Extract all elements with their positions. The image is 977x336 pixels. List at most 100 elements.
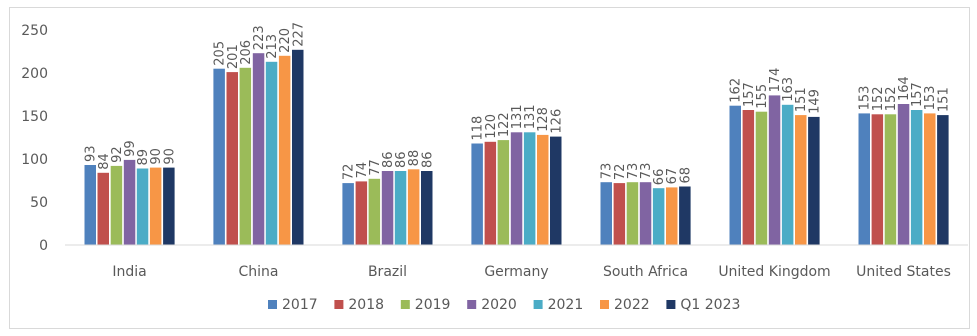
data-labels: 9384929989909020520120622321322022772747… xyxy=(84,22,952,185)
legend-label-2018: 2018 xyxy=(348,297,384,313)
bar-india-2018 xyxy=(97,172,109,245)
bar-india-2020 xyxy=(123,159,136,245)
data-label-india-2018: 84 xyxy=(97,153,112,170)
legend-label-2022: 2022 xyxy=(614,297,650,313)
x-axis: India China Brazil Germany South Africa Unite… xyxy=(65,244,968,280)
data-label-brazil-2019: 77 xyxy=(368,159,383,176)
data-label-germany-2017: 118 xyxy=(471,116,486,141)
chart-frame xyxy=(9,7,970,329)
bar-brazil-2020 xyxy=(381,171,394,245)
bar-brazil-2018 xyxy=(355,181,368,245)
bar-united-states-2017 xyxy=(858,113,870,246)
bar-india-2021 xyxy=(136,168,149,245)
bar-united-kingdom-q1-2023 xyxy=(808,116,820,246)
data-label-germany-2022: 128 xyxy=(536,107,551,132)
data-label-germany-2019: 122 xyxy=(497,112,512,137)
legend-swatch-2018 xyxy=(334,300,344,309)
y-tick-label-200: 200 xyxy=(21,66,48,82)
bar-brazil-2022 xyxy=(407,169,420,245)
bar-united-states-2022 xyxy=(924,113,936,246)
data-label-china-2017: 205 xyxy=(213,41,228,66)
x-category-label-germany: Germany xyxy=(484,264,548,280)
data-label-south-africa-2019: 73 xyxy=(626,163,641,180)
bar-china-2021 xyxy=(265,61,278,245)
bar-brazil-2017 xyxy=(342,183,354,245)
data-label-united-kingdom-2017: 162 xyxy=(729,78,744,103)
data-label-germany-2018: 120 xyxy=(484,114,499,139)
data-label-india-2019: 92 xyxy=(110,146,125,163)
legend-swatch-2021 xyxy=(533,300,543,309)
data-label-china-2020: 223 xyxy=(252,25,267,50)
bar-united-kingdom-2020 xyxy=(768,95,781,246)
legend-swatch-2022 xyxy=(600,300,609,309)
data-label-south-africa-2022: 67 xyxy=(665,168,680,185)
bar-india-2022 xyxy=(149,167,162,245)
y-tick-label-0: 0 xyxy=(39,238,48,254)
legend-label-2020: 2020 xyxy=(481,297,517,313)
data-label-brazil-2021: 86 xyxy=(394,151,409,168)
bar-united-kingdom-2021 xyxy=(781,104,794,245)
bar-germany-2018 xyxy=(484,141,497,245)
bar-germany-2021 xyxy=(523,132,536,245)
bar-south-africa-q1-2023 xyxy=(679,186,691,245)
data-label-south-africa-q1-2023: 68 xyxy=(678,167,693,184)
bar-india-q1-2023 xyxy=(163,167,175,245)
data-label-brazil-q1-2023: 86 xyxy=(420,151,435,168)
data-label-germany-2020: 131 xyxy=(510,104,525,129)
data-label-china-2019: 206 xyxy=(239,40,254,65)
data-label-united-states-2017: 153 xyxy=(858,86,873,111)
data-label-china-2021: 213 xyxy=(265,34,280,59)
data-label-brazil-2022: 88 xyxy=(407,150,422,167)
legend-label-2021: 2021 xyxy=(548,297,584,313)
bar-united-states-2021 xyxy=(910,110,923,245)
bar-china-q1-2023 xyxy=(292,49,304,245)
bar-germany-2017 xyxy=(471,143,483,245)
bar-germany-2019 xyxy=(497,140,510,245)
bar-brazil-2021 xyxy=(394,171,407,245)
data-label-united-kingdom-2020: 174 xyxy=(768,68,783,93)
bar-united-kingdom-2017 xyxy=(729,105,741,245)
data-label-united-states-q1-2023: 151 xyxy=(936,87,951,112)
x-category-label-united-states: United States xyxy=(856,264,951,280)
x-category-label-china: China xyxy=(239,264,279,280)
legend-swatch-2019 xyxy=(400,300,410,309)
bar-united-kingdom-2019 xyxy=(755,111,768,245)
data-label-brazil-2020: 86 xyxy=(381,151,396,168)
data-label-united-states-2020: 164 xyxy=(897,76,912,101)
bar-united-kingdom-2022 xyxy=(795,115,807,245)
bar-brazil-2019 xyxy=(368,178,381,245)
data-label-china-2018: 201 xyxy=(226,44,241,69)
y-tick-label-150: 150 xyxy=(21,109,48,125)
legend-swatch-q1-2023 xyxy=(666,300,676,309)
data-label-india-2022: 90 xyxy=(149,148,164,165)
y-tick-label-250: 250 xyxy=(21,23,48,39)
data-label-south-africa-2020: 73 xyxy=(639,163,654,180)
x-category-label-south-africa: South Africa xyxy=(603,264,688,280)
data-label-south-africa-2018: 72 xyxy=(613,164,628,181)
x-category-label-brazil: Brazil xyxy=(368,264,407,280)
x-category-label-india: India xyxy=(112,264,146,280)
bar-india-2019 xyxy=(110,165,123,245)
legend-swatch-2020 xyxy=(467,300,477,309)
data-label-brazil-2017: 72 xyxy=(342,164,357,181)
data-label-united-states-2022: 153 xyxy=(923,86,938,111)
bar-germany-2020 xyxy=(510,132,523,245)
legend-label-q1-2023: Q1 2023 xyxy=(680,297,740,313)
data-label-south-africa-2021: 66 xyxy=(652,169,667,186)
bar-india-2017 xyxy=(84,165,96,245)
legend-label-2017: 2017 xyxy=(282,297,318,313)
bar-united-states-q1-2023 xyxy=(937,115,949,245)
bar-united-states-2019 xyxy=(884,114,897,245)
data-label-south-africa-2017: 73 xyxy=(600,163,615,180)
data-label-india-2021: 89 xyxy=(136,149,151,166)
bar-south-africa-2021 xyxy=(652,188,665,245)
bar-china-2018 xyxy=(226,72,238,245)
x-category-label-united-kingdom: United Kingdom xyxy=(718,264,830,280)
data-label-united-kingdom-2019: 155 xyxy=(755,84,770,109)
bar-germany-q1-2023 xyxy=(550,136,562,245)
legend-swatch-2017 xyxy=(268,300,277,309)
bar-united-kingdom-2018 xyxy=(742,110,755,245)
y-tick-label-50: 50 xyxy=(30,195,48,211)
